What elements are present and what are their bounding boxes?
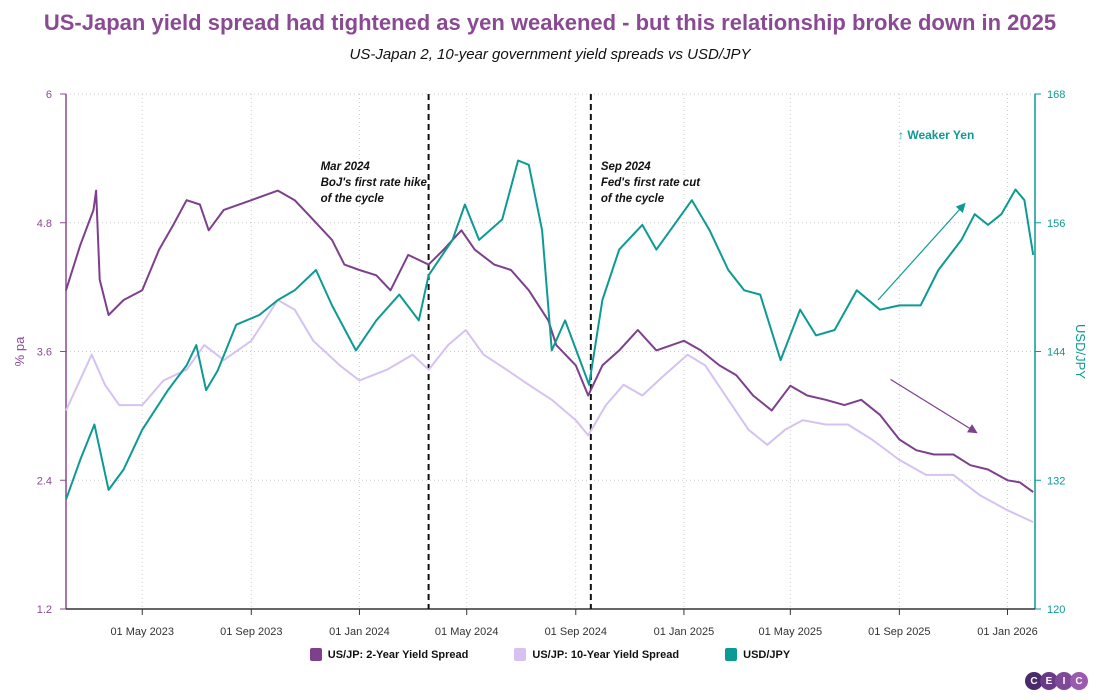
x-tick-label: 01 Sep 2025 (868, 626, 930, 638)
legend-item-2y[interactable]: US/JP: 2-Year Yield Spread (309, 648, 469, 661)
legend-swatch (309, 648, 322, 661)
x-tick-label: 01 May 2024 (435, 626, 499, 638)
chart-subtitle: US-Japan 2, 10-year government yield spr… (349, 46, 751, 63)
legend-label: US/JP: 2-Year Yield Spread (327, 648, 469, 661)
y-axis-label-left: % pa (12, 336, 27, 366)
x-tick-label: 01 Jan 2024 (329, 626, 390, 638)
event-annotation: BoJ's first rate hike (321, 177, 428, 189)
trend-arrow (877, 202, 966, 301)
y-tick-right: 132 (1047, 475, 1065, 487)
y-tick-left: 4.8 (37, 218, 52, 230)
x-tick-label: 01 Sep 2024 (545, 626, 607, 638)
series-line-0 (65, 189, 1034, 493)
event-annotation: Fed's first rate cut (601, 177, 701, 189)
legend: US/JP: 2-Year Yield Spread US/JP: 10-Yea… (0, 648, 1100, 661)
logo-letter: E (1040, 672, 1058, 690)
y-tick-right: 168 (1047, 89, 1065, 101)
legend-label: USD/JPY (743, 648, 791, 661)
y-tick-left: 6 (46, 89, 52, 101)
ceic-logo: C E I C (1025, 672, 1088, 690)
x-tick-label: 01 Jan 2026 (977, 626, 1038, 638)
y-tick-right: 120 (1047, 604, 1065, 616)
legend-swatch (725, 648, 738, 661)
weaker-yen-label: ↑ Weaker Yen (898, 128, 974, 142)
x-tick-label: 01 Jan 2025 (654, 626, 715, 638)
logo-letter: I (1055, 672, 1073, 690)
logo-letter: C (1070, 672, 1088, 690)
legend-label: US/JP: 10-Year Yield Spread (532, 648, 680, 661)
series-line-2 (65, 159, 1035, 500)
chart-title: US-Japan yield spread had tightened as y… (43, 10, 1057, 35)
event-annotation: of the cycle (321, 193, 385, 205)
y-tick-right: 156 (1047, 218, 1065, 230)
legend-item-usdjpy[interactable]: USD/JPY (725, 648, 790, 661)
x-tick-label: 01 May 2023 (110, 626, 174, 638)
y-tick-left: 2.4 (37, 475, 52, 487)
y-tick-left: 3.6 (37, 347, 52, 359)
series-line-1 (65, 299, 1034, 524)
legend-swatch (514, 648, 527, 661)
legend-item-10y[interactable]: US/JP: 10-Year Yield Spread (514, 648, 679, 661)
y-axis-label-right: USD/JPY (1073, 324, 1088, 379)
x-tick-label: 01 Sep 2023 (220, 626, 282, 638)
event-annotation: Mar 2024 (321, 161, 371, 173)
x-tick-label: 01 May 2025 (759, 626, 823, 638)
y-tick-right: 144 (1047, 347, 1065, 359)
event-annotation: of the cycle (601, 193, 665, 205)
trend-arrow (890, 378, 978, 434)
event-annotation: Sep 2024 (601, 161, 651, 173)
y-tick-left: 1.2 (37, 604, 52, 616)
logo-letter: C (1025, 672, 1043, 690)
